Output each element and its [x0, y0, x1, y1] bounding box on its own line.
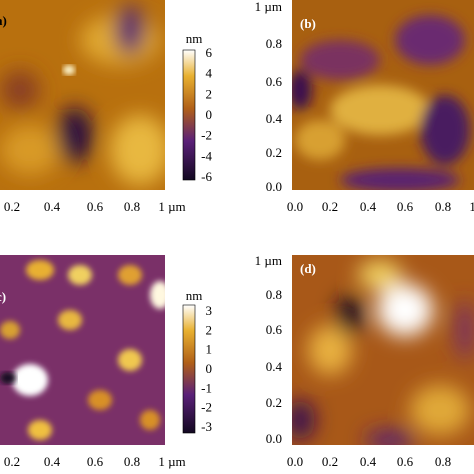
- x-tick-label: 0.4: [360, 199, 377, 214]
- y-tick-label: 0.8: [266, 287, 282, 302]
- x-tick-label: 1 µm: [469, 199, 474, 214]
- x-tick-label: 0.2: [322, 199, 338, 214]
- x-tick-label: 0.4: [44, 199, 61, 214]
- y-tick-label: 0.2: [266, 145, 282, 160]
- x-tick-label: 0.4: [360, 454, 377, 469]
- x-tick-label: 0.2: [4, 454, 20, 469]
- x-tick-label: 1 µm: [158, 199, 185, 214]
- x-tick-label: 0.8: [124, 454, 140, 469]
- y-tick-label: 0.2: [266, 395, 282, 410]
- colorbar-unit: nm: [186, 31, 203, 46]
- colorbar-tick-label: 0: [206, 107, 213, 122]
- colorbar: [182, 304, 196, 434]
- colorbar-tick-label: -6: [201, 169, 212, 184]
- y-tick-label: 1 µm: [255, 253, 282, 268]
- y-tick-label: 0.4: [266, 359, 283, 374]
- colorbar: [182, 49, 196, 181]
- x-tick-label: 0.6: [87, 454, 104, 469]
- afm-image: [0, 255, 165, 445]
- x-tick-label: 0.6: [397, 454, 414, 469]
- y-tick-label: 0.8: [266, 36, 282, 51]
- colorbar-tick-label: 6: [206, 45, 213, 60]
- colorbar-tick-label: 1: [206, 342, 213, 357]
- x-tick-label: 0.0: [287, 199, 303, 214]
- x-tick-label: 0.0: [287, 454, 303, 469]
- colorbar-tick-label: 4: [206, 66, 213, 81]
- y-tick-label: 0.0: [266, 179, 282, 194]
- x-tick-label: 0.2: [322, 454, 338, 469]
- colorbar-tick-label: 2: [206, 86, 213, 101]
- y-tick-label: 0.0: [266, 431, 282, 446]
- afm-image: [292, 255, 474, 445]
- panel-label: (d): [300, 261, 316, 276]
- x-tick-label: 0.4: [44, 454, 61, 469]
- afm-image: [0, 0, 165, 190]
- colorbar-tick-label: -3: [201, 419, 212, 434]
- panel-label: (b): [300, 16, 316, 31]
- colorbar-tick-label: 3: [206, 303, 213, 318]
- y-tick-label: 0.6: [266, 74, 283, 89]
- colorbar-tick-label: -2: [201, 128, 212, 143]
- x-tick-label: 1 µm: [158, 454, 185, 469]
- colorbar-unit: nm: [186, 288, 203, 303]
- colorbar-tick-label: -4: [201, 148, 212, 163]
- afm-image: [292, 0, 474, 190]
- x-tick-label: 0.8: [435, 199, 451, 214]
- x-tick-label: 0.8: [124, 199, 140, 214]
- x-tick-label: 0.2: [4, 199, 20, 214]
- x-tick-label: 0.6: [87, 199, 104, 214]
- colorbar-tick-label: -2: [201, 400, 212, 415]
- colorbar-tick-label: 0: [206, 361, 213, 376]
- panel-label: c): [0, 289, 6, 304]
- x-tick-label: 0.6: [397, 199, 414, 214]
- x-tick-label: 0.8: [435, 454, 451, 469]
- panel-label: a): [0, 13, 7, 28]
- colorbar-tick-label: -1: [201, 380, 212, 395]
- y-tick-label: 0.6: [266, 322, 283, 337]
- y-tick-label: 1 µm: [255, 0, 282, 14]
- colorbar-tick-label: 2: [206, 322, 213, 337]
- y-tick-label: 0.4: [266, 111, 283, 126]
